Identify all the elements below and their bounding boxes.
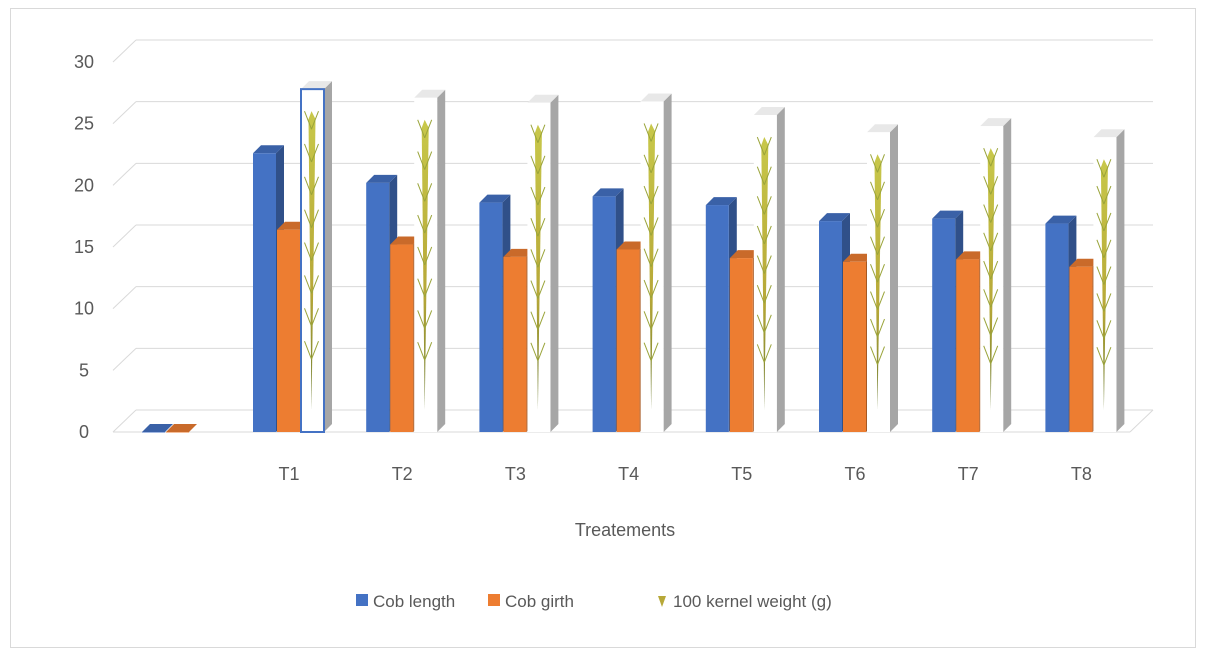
bars <box>142 81 1125 433</box>
y-tick-label: 15 <box>74 237 94 257</box>
gridline-side <box>112 162 137 186</box>
legend-item: Cob length <box>356 592 455 611</box>
bar-100-kernel-weight-g--t4 <box>640 93 672 432</box>
legend-label: Cob length <box>373 592 455 611</box>
chart-frame <box>10 8 1196 648</box>
x-axis-title: Treatements <box>575 520 675 540</box>
x-tick-label: T3 <box>505 464 526 484</box>
bar-cob-length-blank <box>142 424 173 433</box>
legend-item: 100 kernel weight (g) <box>658 592 832 611</box>
bar-chart: 0 5 10 15 20 25 30 T1 T2 T3 T4 T5 T6 T7 T8 Treatement… <box>74 39 1154 611</box>
bar-100-kernel-weight-g--t8 <box>1093 129 1125 432</box>
legend-swatch <box>356 594 368 606</box>
x-tick-label: T5 <box>731 464 752 484</box>
legend: Cob length Cob girth 100 kernel weight (g) <box>356 592 832 611</box>
bar-100-kernel-weight-g--t6 <box>867 124 898 433</box>
gridline-side <box>112 101 137 125</box>
y-tick-label: 30 <box>74 52 94 72</box>
y-tick-label: 25 <box>74 114 94 134</box>
x-tick-label: T8 <box>1071 464 1092 484</box>
x-tick-label: T1 <box>278 464 299 484</box>
y-tick-label: 10 <box>74 299 94 319</box>
wheat-ear-icon <box>658 596 666 607</box>
x-tick-label: T6 <box>844 464 865 484</box>
floor-edge-side <box>1129 409 1154 433</box>
legend-label: 100 kernel weight (g) <box>673 592 832 611</box>
bar-100-kernel-weight-g--t3 <box>527 94 559 432</box>
y-tick-label: 20 <box>74 175 94 195</box>
y-tick-label: 5 <box>79 360 89 380</box>
x-tick-label: T7 <box>958 464 979 484</box>
x-tick-label: T2 <box>392 464 413 484</box>
gridline-side <box>112 286 137 310</box>
gridline-side <box>112 409 137 433</box>
chart-container: 0 5 10 15 20 25 30 T1 T2 T3 T4 T5 T6 T7 T8 Treatement… <box>10 8 1196 648</box>
gridline-side <box>112 224 137 248</box>
legend-swatch <box>488 594 500 606</box>
gridline-side <box>112 39 137 63</box>
bar-100-kernel-weight-g--t1 <box>300 81 332 433</box>
bar-100-kernel-weight-g--t2 <box>414 89 446 433</box>
y-axis-tick-labels: 0 5 10 15 20 25 30 <box>74 52 94 442</box>
legend-item: Cob girth <box>488 592 574 611</box>
y-tick-label: 0 <box>79 422 89 442</box>
x-tick-label: T4 <box>618 464 639 484</box>
x-axis-tick-labels: T1 T2 T3 T4 T5 T6 T7 T8 <box>278 464 1091 484</box>
bar-100-kernel-weight-g--t5 <box>753 107 785 433</box>
legend-label: Cob girth <box>505 592 574 611</box>
gridline-side <box>112 347 137 371</box>
bar-100-kernel-weight-g--t7 <box>980 118 1012 432</box>
bar-cob-girth-blank <box>166 424 197 433</box>
